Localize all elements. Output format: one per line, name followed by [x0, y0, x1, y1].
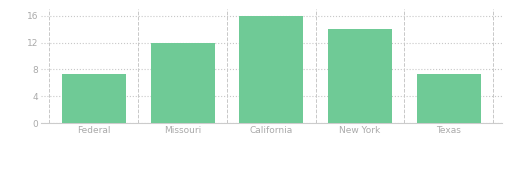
Bar	[62, 74, 126, 123]
Bar	[328, 29, 392, 123]
Bar	[151, 43, 215, 123]
Bar	[240, 16, 303, 123]
Bar	[417, 74, 481, 123]
